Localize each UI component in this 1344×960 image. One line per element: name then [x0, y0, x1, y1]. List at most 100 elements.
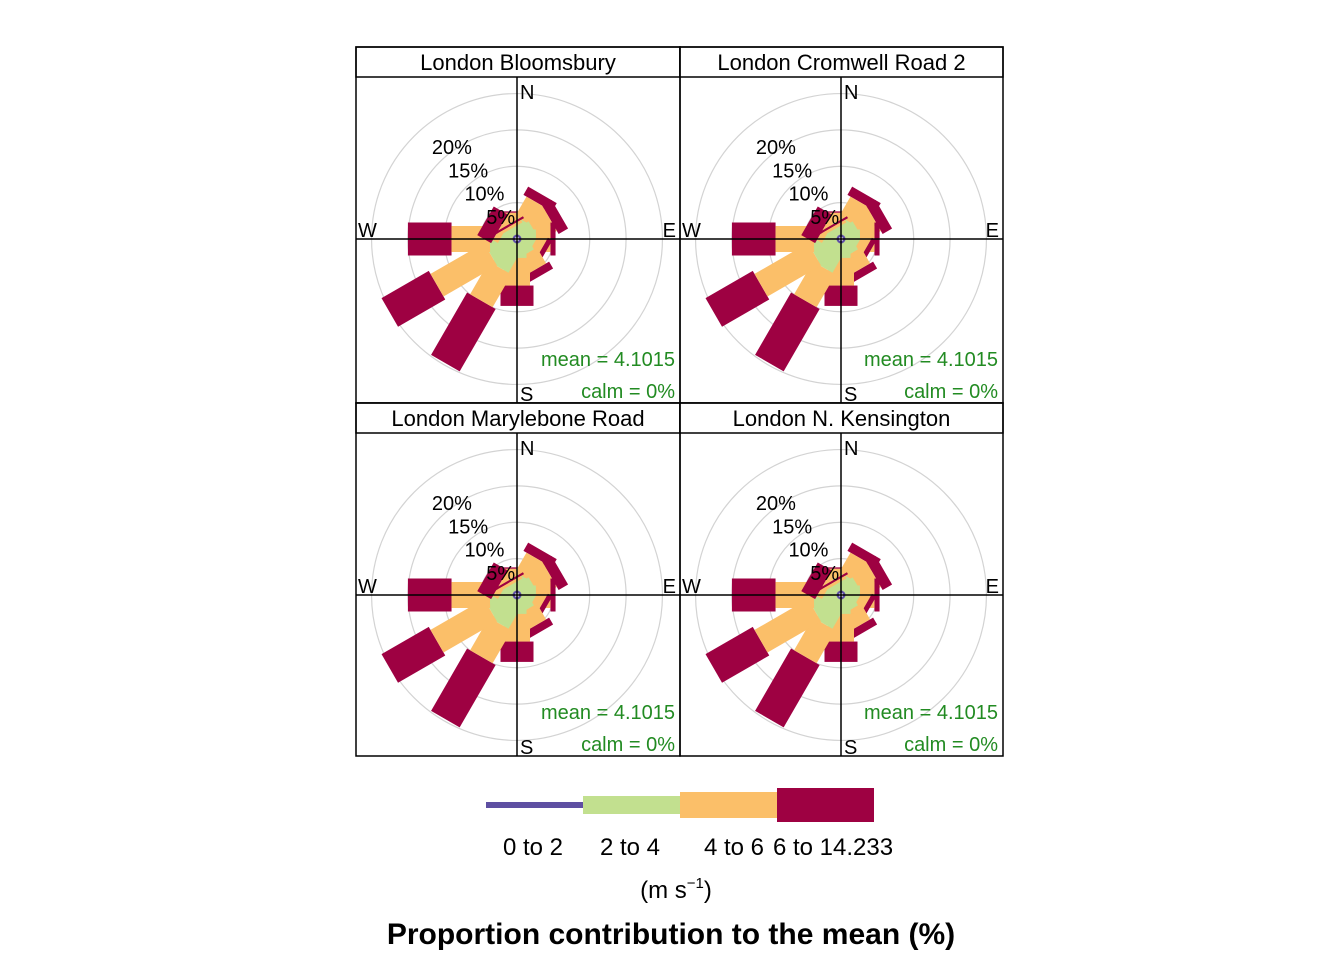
legend-units-superscript: −1	[687, 875, 704, 892]
legend-swatches	[486, 788, 874, 822]
bar-dir240-bin3	[430, 599, 498, 653]
compass-w: W	[682, 576, 701, 598]
panel-border	[679, 402, 1004, 757]
radial-tick-label: 20%	[432, 137, 472, 159]
compass-s: S	[844, 384, 857, 406]
bar-dir210-bin4	[755, 292, 820, 372]
mean-label: mean = 4.1015	[864, 702, 998, 724]
bar-dir210-bin4	[755, 648, 820, 728]
radial-tick-label: 10%	[788, 540, 828, 562]
compass-n: N	[844, 438, 858, 460]
radial-tick-label: 15%	[772, 516, 812, 538]
legend-label-3: 4 to 6	[704, 834, 764, 861]
legend-units-text: (m s	[640, 877, 687, 904]
panel-plot-area	[680, 77, 1003, 403]
compass-e: E	[986, 576, 999, 598]
legend-swatch-4	[777, 788, 874, 822]
legend: 0 to 2 2 to 4 4 to 6 6 to 14.233 (m s−1)	[486, 788, 893, 904]
legend-swatch-3	[680, 792, 777, 818]
bar-dir240-bin3	[430, 243, 498, 297]
bar-dir330-bin1	[837, 590, 841, 594]
radial-tick-label: 10%	[464, 540, 504, 562]
compass-s: S	[520, 384, 533, 406]
bar-dir210-bin3	[794, 617, 836, 664]
legend-label-2: 2 to 4	[600, 834, 660, 861]
bar-dir240-bin4	[381, 270, 446, 327]
radial-tick-label: 20%	[756, 137, 796, 159]
bar-dir330-bin2	[826, 224, 848, 240]
bar-dir60-bin4	[542, 199, 569, 235]
bar-dir300-bin4	[801, 206, 832, 244]
bar-dir210-bin4	[431, 292, 496, 372]
radial-tick-label: 10%	[464, 184, 504, 206]
mean-label: mean = 4.1015	[541, 702, 675, 724]
compass-e: E	[663, 576, 676, 598]
compass-n: N	[844, 82, 858, 104]
bar-dir240-bin4	[705, 270, 770, 327]
bar-dir60-bin4	[542, 555, 569, 591]
compass-e: E	[986, 220, 999, 242]
calm-label: calm = 0%	[904, 381, 998, 403]
bar-dir300-bin4	[801, 562, 832, 600]
legend-label-4: 6 to 14.233	[773, 834, 893, 861]
bar-dir210-bin3	[794, 261, 836, 308]
calm-label: calm = 0%	[581, 734, 675, 756]
legend-units-close: )	[704, 877, 712, 904]
radial-tick-label: 15%	[772, 160, 812, 182]
calm-label: calm = 0%	[904, 734, 998, 756]
bar-dir60-bin4	[866, 555, 893, 591]
panel-title: London N. Kensington	[733, 406, 951, 431]
compass-w: W	[682, 220, 701, 242]
bar-dir330-bin1	[837, 234, 841, 238]
panel-title: London Bloomsbury	[420, 50, 616, 75]
panel-plot-area	[680, 433, 1003, 756]
chart-title: Proportion contribution to the mean (%)	[387, 918, 955, 951]
bar-dir240-bin3	[754, 599, 822, 653]
radial-tick-label: 15%	[448, 516, 488, 538]
radial-tick-label: 10%	[788, 184, 828, 206]
bar-dir210-bin4	[431, 648, 496, 728]
legend-swatch-2	[583, 796, 680, 814]
radial-tick-label: 5%	[486, 207, 515, 229]
panel-title: London Cromwell Road 2	[717, 50, 965, 75]
legend-labels: 0 to 2 2 to 4 4 to 6 6 to 14.233	[503, 834, 893, 861]
radial-tick-label: 5%	[810, 207, 839, 229]
radial-tick-label: 5%	[810, 563, 839, 585]
bar-dir240-bin3	[754, 243, 822, 297]
bar-dir240-bin4	[705, 626, 770, 683]
mean-label: mean = 4.1015	[864, 349, 998, 371]
compass-n: N	[520, 82, 534, 104]
legend-units: (m s−1)	[640, 875, 712, 904]
bar-dir330-bin1	[513, 590, 517, 594]
panel-strip	[355, 46, 681, 78]
panel-plot-area	[356, 433, 680, 756]
radial-tick-label: 20%	[432, 493, 472, 515]
calm-label: calm = 0%	[581, 381, 675, 403]
bar-dir210-bin3	[470, 261, 512, 308]
compass-s: S	[844, 737, 857, 759]
bar-dir300-bin4	[477, 562, 508, 600]
radial-tick-label: 20%	[756, 493, 796, 515]
panel-title: London Marylebone Road	[391, 406, 644, 431]
compass-w: W	[358, 220, 377, 242]
legend-swatch-1	[486, 802, 583, 808]
bar-dir330-bin2	[502, 580, 524, 596]
radial-tick-label: 5%	[486, 563, 515, 585]
bar-dir330-bin1	[513, 234, 517, 238]
bar-dir240-bin4	[381, 626, 446, 683]
compass-n: N	[520, 438, 534, 460]
bar-dir300-bin4	[477, 206, 508, 244]
compass-e: E	[663, 220, 676, 242]
legend-label-1: 0 to 2	[503, 834, 563, 861]
bar-dir210-bin3	[470, 617, 512, 664]
bar-dir330-bin2	[502, 224, 524, 240]
panel-plot-area	[356, 77, 680, 403]
mean-label: mean = 4.1015	[541, 349, 675, 371]
compass-w: W	[358, 576, 377, 598]
